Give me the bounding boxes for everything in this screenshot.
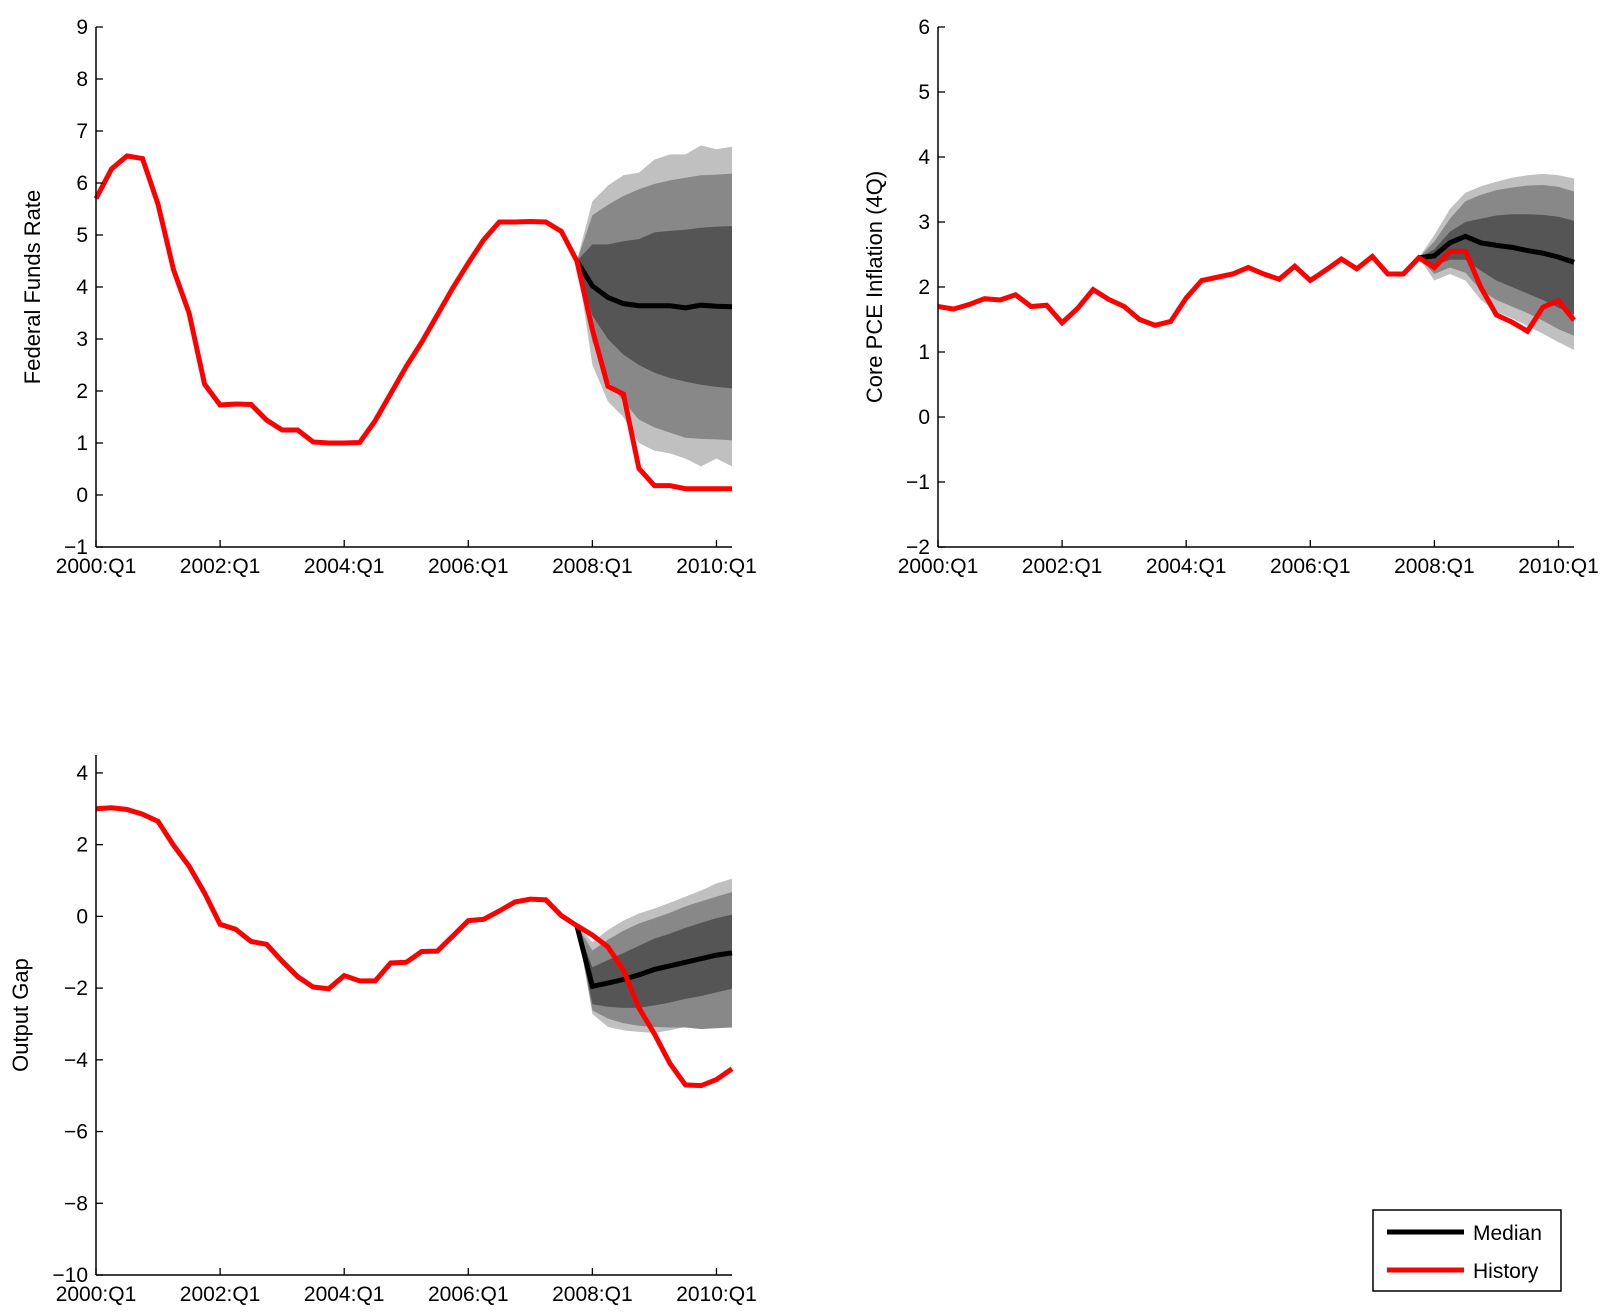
- x-tick-label: 2006:Q1: [428, 1283, 509, 1306]
- y-tick-label: −1: [906, 471, 930, 494]
- y-axis-label: Output Gap: [8, 958, 33, 1072]
- x-tick-label: 2008:Q1: [1394, 555, 1475, 578]
- series-median-line: [574, 925, 733, 990]
- x-tick-label: 2006:Q1: [428, 555, 509, 578]
- y-tick-label: 4: [918, 146, 930, 169]
- y-tick-label: −2: [64, 977, 88, 1000]
- series-lines: [937, 233, 1576, 335]
- y-tick-label: 4: [76, 762, 88, 785]
- panel-output-gap: −10 −8 −6 −4 −2 0 2 4 2000:Q1 2002:Q1 2004:Q1 2006:…: [8, 755, 757, 1306]
- y-tick-label: 0: [76, 905, 88, 928]
- band-inner: [576, 914, 732, 1008]
- x-tick-label: 2000:Q1: [56, 555, 137, 578]
- y-tick-label: −6: [64, 1121, 88, 1144]
- y-tick-label: 0: [918, 406, 930, 429]
- x-tick-label: 2002:Q1: [1022, 555, 1103, 578]
- y-tick-label: 1: [918, 341, 930, 364]
- series-history-line: [95, 805, 734, 1089]
- y-tick-label: 3: [918, 211, 930, 234]
- legend: Median History: [1372, 1209, 1562, 1292]
- y-tick-label: 8: [76, 68, 88, 91]
- x-tick-label: 2000:Q1: [56, 1283, 137, 1306]
- y-tick-label: 7: [76, 120, 88, 143]
- axes: −10 −8 −6 −4 −2 0 2 4 2000:Q1 2002:Q1 2004:Q1 2006:…: [52, 755, 757, 1306]
- legend-history-label: History: [1473, 1260, 1539, 1283]
- x-tick-label: 2010:Q1: [1518, 555, 1599, 578]
- x-tick-label: 2010:Q1: [676, 555, 757, 578]
- y-tick-label: 2: [76, 834, 88, 857]
- y-tick-label: −4: [64, 1049, 88, 1072]
- y-axis-label: Federal Funds Rate: [20, 190, 45, 384]
- legend-median-label: Median: [1473, 1222, 1542, 1245]
- x-tick-label: 2000:Q1: [898, 555, 979, 578]
- x-tick-label: 2002:Q1: [180, 555, 261, 578]
- y-tick-label: −1: [64, 536, 88, 559]
- y-tick-label: 2: [76, 380, 88, 403]
- x-tick-label: 2002:Q1: [180, 1283, 261, 1306]
- series-history-line: [937, 248, 1576, 335]
- y-tick-label: 5: [918, 81, 930, 104]
- axes: −2 −1 0 1 2 3 4 5 6 2000:Q1 2002:Q1 2004:Q1 2006:Q1 2…: [898, 16, 1599, 578]
- axes: −1 0 1 2 3 4 5 6 7 8 9 2000:Q1 2002:Q1 2004:Q1 2006:Q1…: [56, 16, 757, 578]
- series-lines: [93, 153, 733, 492]
- y-tick-label: 2: [918, 276, 930, 299]
- y-tick-label: 5: [76, 224, 88, 247]
- y-tick-label: 9: [76, 16, 88, 39]
- x-tick-label: 2004:Q1: [1146, 555, 1227, 578]
- y-tick-label: −10: [52, 1264, 88, 1287]
- x-tick-label: 2008:Q1: [552, 555, 633, 578]
- x-tick-label: 2004:Q1: [304, 555, 385, 578]
- x-tick-label: 2010:Q1: [676, 1283, 757, 1306]
- legend-box: [1372, 1209, 1562, 1292]
- y-tick-label: 6: [76, 172, 88, 195]
- y-tick-label: −2: [906, 536, 930, 559]
- x-tick-label: 2006:Q1: [1270, 555, 1351, 578]
- y-tick-label: 6: [918, 16, 930, 39]
- uncertainty-bands: [576, 878, 732, 1033]
- x-tick-label: 2004:Q1: [304, 1283, 385, 1306]
- panel-federal-funds-rate: −1 0 1 2 3 4 5 6 7 8 9 2000:Q1 2002:Q1 2004:Q1 2006:Q1…: [20, 16, 757, 578]
- y-tick-label: 4: [76, 276, 88, 299]
- series-median-line: [574, 259, 733, 311]
- y-tick-label: −8: [64, 1192, 88, 1215]
- series-lines: [95, 805, 734, 1089]
- x-tick-label: 2008:Q1: [552, 1283, 633, 1306]
- series-median-line: [1418, 233, 1575, 265]
- y-tick-label: 3: [76, 328, 88, 351]
- y-axis-label: Core PCE Inflation (4Q): [862, 171, 887, 403]
- panel-core-pce-inflation: −2 −1 0 1 2 3 4 5 6 2000:Q1 2002:Q1 2004:Q1 2006:Q1 2…: [862, 16, 1599, 578]
- y-tick-label: 1: [76, 432, 88, 455]
- series-history-line: [93, 153, 732, 492]
- y-tick-label: 0: [76, 484, 88, 507]
